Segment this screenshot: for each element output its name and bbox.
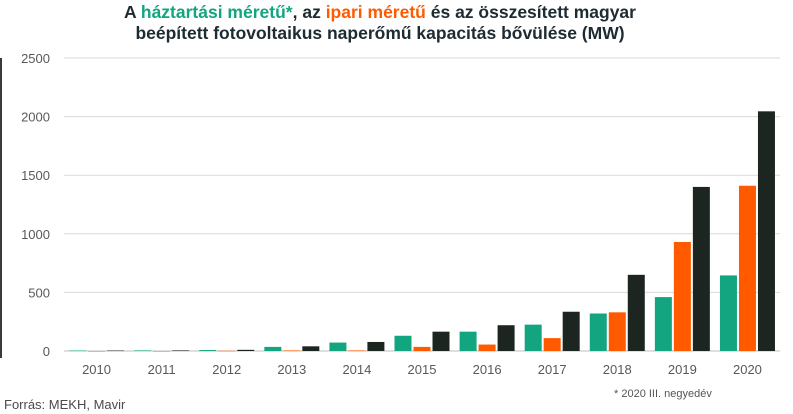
y-tick-label: 1500: [21, 168, 50, 183]
x-tick-label: 2012: [212, 362, 241, 377]
bar-industrial-2019: [673, 242, 691, 351]
bar-industrial-2017: [543, 338, 561, 351]
bar-total-2011: [172, 350, 190, 351]
y-tick-label: 2500: [21, 51, 50, 66]
chart-title: A háztartási méretű*, az ipari méretű és…: [60, 2, 700, 44]
x-tick-label: 2019: [668, 362, 697, 377]
bar-total-2012: [237, 349, 255, 351]
bar-total-2014: [367, 341, 385, 351]
bars: [69, 111, 775, 352]
x-tick-label: 2013: [277, 362, 306, 377]
bar-household-2013: [264, 346, 282, 351]
bar-industrial-2011: [153, 351, 171, 352]
grid-lines: [64, 57, 780, 352]
title-line-1: A háztartási méretű*, az ipari méretű és…: [60, 2, 700, 23]
x-tick-label: 2014: [342, 362, 371, 377]
bar-industrial-2020: [738, 185, 756, 351]
bar-industrial-2013: [283, 350, 301, 351]
title-household-label: háztartási méretű*: [140, 2, 293, 22]
title-suffix: és az összesített magyar: [425, 2, 636, 22]
bar-household-2012: [199, 350, 217, 351]
bar-industrial-2010: [88, 351, 106, 352]
y-tick-label: 2000: [21, 110, 50, 125]
y-axis-ticks: 0 500 1000 1500 2000 2500: [21, 51, 50, 359]
y-tick-label: 0: [43, 344, 50, 359]
bar-household-2020: [719, 275, 737, 351]
x-tick-label: 2018: [603, 362, 632, 377]
x-tick-label: 2017: [538, 362, 567, 377]
bar-total-2017: [562, 311, 580, 351]
x-tick-label: 2020: [733, 362, 762, 377]
x-axis-ticks: 2010 2011 2012 2013 2014 2015 2016 2017 2018 2019…: [82, 362, 762, 377]
bar-household-2018: [589, 313, 607, 351]
bar-total-2016: [497, 325, 515, 351]
bar-industrial-2014: [348, 350, 366, 351]
source-note: Forrás: MEKH, Mavir: [4, 397, 126, 412]
bar-household-2011: [134, 350, 152, 351]
bar-household-2010: [69, 350, 87, 352]
y-tick-label: 1000: [21, 227, 50, 242]
title-industrial-label: ipari méretű: [325, 2, 426, 22]
bar-household-2017: [524, 324, 542, 351]
title-prefix: A: [124, 2, 141, 22]
bar-total-2010: [107, 350, 125, 352]
bar-industrial-2012: [218, 350, 236, 352]
footnote: * 2020 III. negyedév: [614, 388, 712, 400]
bar-household-2015: [394, 335, 412, 351]
x-tick-label: 2011: [148, 362, 176, 377]
bar-industrial-2018: [608, 312, 626, 351]
bar-household-2014: [329, 342, 347, 351]
x-tick-label: 2010: [82, 362, 111, 377]
bar-total-2013: [302, 346, 320, 351]
y-tick-label: 500: [28, 285, 50, 300]
x-tick-label: 2015: [408, 362, 437, 377]
bar-industrial-2015: [413, 346, 431, 351]
bar-total-2019: [692, 186, 710, 351]
bar-total-2018: [627, 274, 645, 351]
x-tick-label: 2016: [473, 362, 502, 377]
bar-household-2019: [654, 297, 672, 351]
bar-industrial-2016: [478, 344, 496, 351]
left-border-line: [0, 58, 2, 358]
title-line-2: beépített fotovoltaikus naperőmű kapacit…: [135, 23, 625, 43]
bar-total-2020: [757, 111, 775, 352]
bar-household-2016: [459, 331, 477, 351]
title-mid: , az: [292, 2, 326, 22]
bar-total-2015: [432, 331, 450, 351]
